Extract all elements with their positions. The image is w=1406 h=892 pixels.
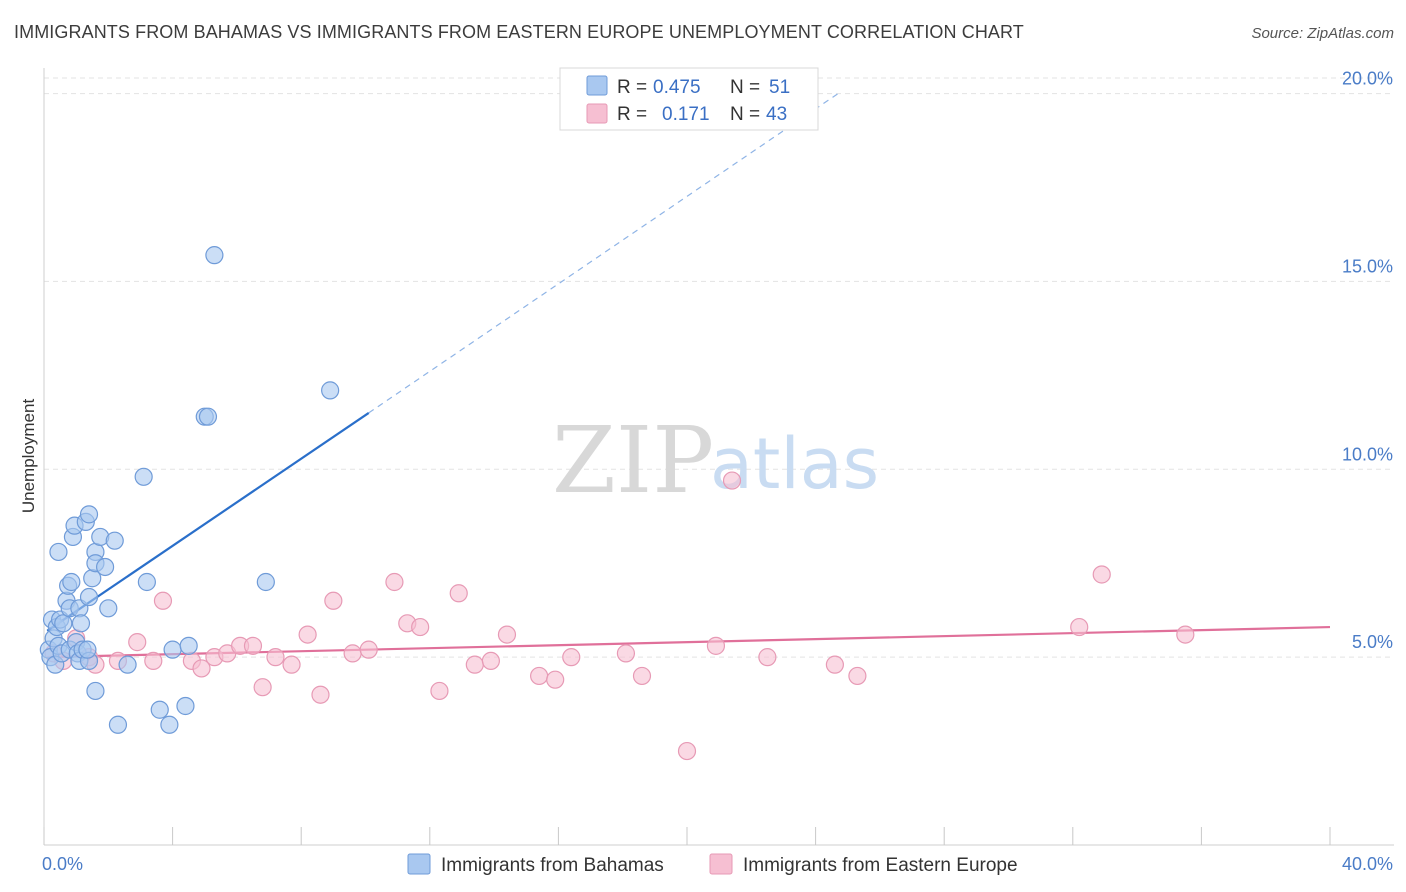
data-point-bahamas [95, 557, 115, 577]
data-point-eastern [298, 625, 317, 644]
source-credit: Source: ZipAtlas.com [1251, 25, 1394, 42]
bottom-legend-swatch-eastern [709, 853, 733, 875]
top-legend: R = 0.475 N = 51 R = 0.171 N = 43 [559, 67, 819, 131]
bottom-legend-swatch-bahamas [407, 853, 431, 875]
data-point-eastern [266, 648, 285, 667]
data-point-eastern [848, 666, 867, 686]
grid-lines [44, 77, 1394, 658]
data-point-eastern [706, 636, 726, 655]
data-point-eastern [385, 572, 404, 592]
data-point-eastern [359, 640, 378, 659]
data-point-bahamas [54, 614, 73, 633]
data-point-bahamas [79, 587, 99, 607]
y-tick-label: 15.0% [1342, 256, 1393, 276]
data-point-bahamas [71, 614, 91, 633]
legend-n-value-eastern: 43 [766, 104, 787, 125]
data-point-eastern [411, 617, 430, 637]
legend-n-value-bahamas: 51 [769, 77, 790, 98]
data-point-bahamas [105, 531, 124, 550]
data-point-eastern [722, 471, 742, 490]
data-point-eastern [546, 670, 565, 689]
data-point-bahamas [160, 715, 179, 734]
data-point-eastern [677, 741, 697, 761]
bottom-legend: Immigrants from Bahamas Immigrants from … [407, 853, 1018, 876]
data-point-bahamas [198, 407, 218, 426]
data-point-bahamas [321, 381, 340, 400]
data-point-eastern [430, 681, 449, 701]
data-point-eastern [1070, 617, 1089, 637]
legend-r-value-eastern: 0.171 [662, 104, 710, 125]
data-point-bahamas [205, 246, 224, 265]
x-tick-label: 40.0% [1342, 854, 1393, 874]
data-point-bahamas [78, 640, 97, 659]
data-point-bahamas [134, 467, 153, 486]
trend-line-bahamas [46, 412, 370, 632]
data-point-eastern [153, 591, 173, 610]
data-point-eastern [530, 666, 549, 686]
data-point-bahamas [163, 640, 182, 659]
data-point-bahamas [99, 599, 118, 618]
watermark-zip: ZIP [552, 407, 714, 514]
data-point-eastern [449, 584, 468, 603]
data-point-bahamas [176, 696, 195, 716]
x-tick-label: 0.0% [42, 854, 83, 874]
y-tick-label: 5.0% [1352, 632, 1393, 652]
data-point-eastern [144, 651, 163, 671]
chart-title: IMMIGRANTS FROM BAHAMAS VS IMMIGRANTS FR… [14, 22, 1024, 42]
trend-lines [46, 93, 1331, 659]
data-point-eastern [562, 648, 581, 667]
data-points [39, 246, 1195, 761]
y-tick-label: 10.0% [1342, 444, 1393, 464]
watermark-atlas: atlas [710, 423, 879, 505]
data-point-eastern [1092, 565, 1111, 584]
data-point-bahamas [118, 655, 137, 674]
legend-r-value-bahamas: 0.475 [653, 77, 701, 98]
data-point-eastern [465, 655, 484, 674]
legend-r-label-eastern: R = [617, 104, 647, 125]
data-point-eastern [253, 678, 272, 697]
bottom-legend-label-eastern: Immigrants from Eastern Europe [743, 855, 1018, 876]
legend-swatch-bahamas [586, 75, 608, 96]
legend-n-label-bahamas: N = [730, 77, 760, 98]
legend-n-label-eastern: N = [730, 104, 760, 125]
data-point-bahamas [62, 572, 81, 592]
data-point-eastern [616, 644, 636, 663]
trend-line-eastern [47, 625, 1331, 659]
bottom-legend-label-bahamas: Immigrants from Bahamas [441, 855, 664, 876]
data-point-bahamas [108, 715, 128, 734]
data-point-eastern [497, 625, 517, 644]
data-point-eastern [128, 633, 147, 652]
data-point-eastern [343, 644, 362, 663]
data-point-eastern [632, 666, 652, 686]
data-point-bahamas [256, 572, 275, 592]
trend-line-dashed-bahamas [368, 93, 839, 414]
legend-r-label-bahamas: R = [617, 77, 647, 98]
data-point-bahamas [86, 681, 105, 701]
y-tick-label: 20.0% [1342, 69, 1393, 89]
data-point-eastern [481, 651, 500, 671]
data-point-eastern [282, 655, 301, 674]
axes [43, 68, 1394, 846]
y-axis-label: Unemployment [19, 399, 38, 514]
legend-swatch-eastern [586, 103, 608, 124]
data-point-eastern [243, 636, 263, 655]
data-point-bahamas [79, 505, 99, 524]
data-point-bahamas [179, 636, 198, 655]
data-point-eastern [1176, 625, 1195, 644]
data-point-bahamas [49, 542, 68, 562]
data-point-eastern [825, 655, 844, 674]
data-point-eastern [311, 685, 330, 704]
data-point-bahamas [137, 572, 156, 592]
data-point-eastern [758, 648, 777, 667]
tick-labels: 5.0% 10.0% 15.0% 20.0% 0.0% 40.0% [42, 69, 1393, 874]
data-point-eastern [192, 659, 211, 678]
data-point-eastern [324, 591, 343, 610]
data-point-bahamas [150, 700, 169, 719]
